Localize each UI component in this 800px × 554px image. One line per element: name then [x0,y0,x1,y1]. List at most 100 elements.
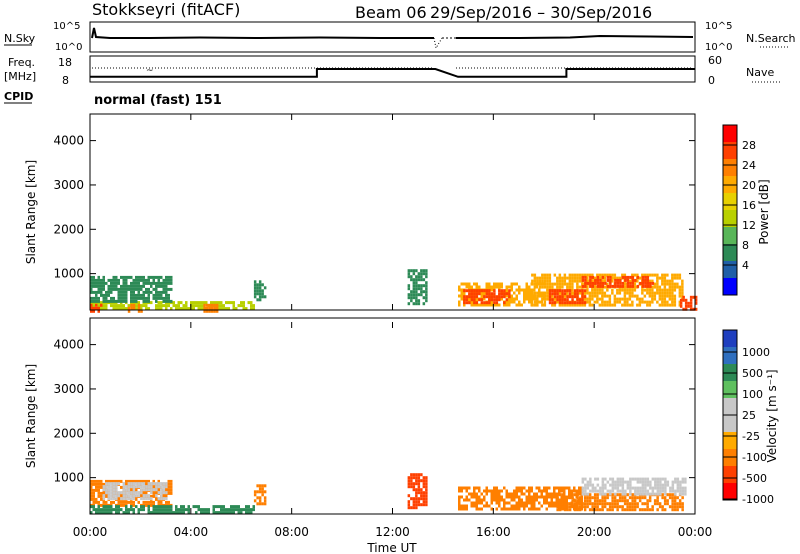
velocity-cell [110,479,113,483]
velocity-cell [583,502,587,506]
velocity-cell [425,485,428,489]
power-cell [100,290,103,294]
power-cell [566,289,569,293]
power-cell [253,286,257,290]
power-cell [132,299,135,303]
velocity-cell [132,494,136,498]
power-region-5 [253,280,267,302]
power-cell [588,300,592,304]
velocity-cell [664,477,667,481]
power-cell [102,275,105,279]
velocity-cell [165,497,168,501]
power-cell [576,282,579,286]
velocity-cell [545,498,548,502]
velocity-cell [102,505,105,509]
velocity-cell [107,505,110,509]
velocity-cell [415,506,418,510]
power-cell [581,289,584,293]
power-cell [237,304,240,308]
velocity-cell [160,511,163,515]
velocity-cell [425,500,428,504]
power-cell [661,303,664,307]
velocity-cell [152,500,155,504]
power-cell [598,276,602,280]
power-cell [493,285,496,289]
velocity-cell [656,486,660,490]
velocity-cell [573,508,577,512]
power-cell [606,275,610,279]
power-cell [682,295,685,299]
velocity-cell [152,511,155,515]
nsky-tick-bottom: 10^0 [55,42,82,53]
velocity-cell [258,484,262,488]
power-cell [110,284,113,288]
velocity-cell [100,497,103,501]
power-cell [556,285,559,289]
velocity-cell [127,479,130,483]
power-cell [586,291,589,295]
velocity-cell [528,507,531,511]
velocity-cell [601,477,605,481]
power-cell [500,285,503,289]
power-cell [571,288,574,292]
power-cell [546,291,549,295]
velocity-cell [589,483,592,487]
power-cell [684,298,688,302]
power-cell [643,294,647,298]
power-cell [653,273,657,277]
power-cell [611,276,614,280]
velocity-cell [212,511,215,515]
power-cell [518,291,521,295]
velocity-cell [490,489,493,493]
power-cell [573,295,577,299]
power-cell [480,303,483,307]
power-cell [92,299,95,303]
velocity-cell [644,480,647,484]
power-cell [155,304,158,308]
velocity-cell [568,489,571,493]
power-cell [458,303,461,307]
velocity-cell [586,480,590,484]
velocity-cell [555,498,558,502]
power-cell [192,307,195,311]
power-cell [536,300,539,304]
power-cell [661,291,664,295]
power-cell [578,285,582,289]
velocity-cell [197,508,200,512]
freq-tick-top: 18 [58,56,72,69]
velocity-cell [152,482,156,486]
power-cell [681,285,684,289]
power-cell [596,288,599,292]
power-cell [463,295,466,299]
velocity-cell [172,511,175,515]
power-cell [115,281,118,285]
power-cell [105,296,108,300]
power-cell [553,301,557,305]
velocity-cell [167,511,170,515]
velocity-cell [420,479,423,483]
velocity-cell [684,489,687,493]
velocity-cell [676,489,680,493]
velocity-cell [611,496,614,500]
power-cell [618,300,622,304]
power-cell [102,296,105,300]
power-cell [531,282,534,286]
x-axis-label: Time UT [366,541,417,554]
power-cell [117,307,120,311]
power-cell [621,288,624,292]
power-cell [202,301,205,305]
velocity-cell [659,489,662,493]
velocity-cell [145,503,148,507]
power-cell [631,278,635,282]
x-tick-label: 04:00 [174,525,209,539]
power-cell [663,273,667,277]
velocity-cell [130,482,133,486]
velocity-cell [263,490,267,494]
velocity-cell [578,508,582,512]
velocity-cell [102,511,105,515]
velocity-cell [663,499,667,503]
power-cell [115,304,118,308]
power-cell [465,301,469,305]
velocity-cell [490,492,493,496]
power-cell [142,278,145,282]
